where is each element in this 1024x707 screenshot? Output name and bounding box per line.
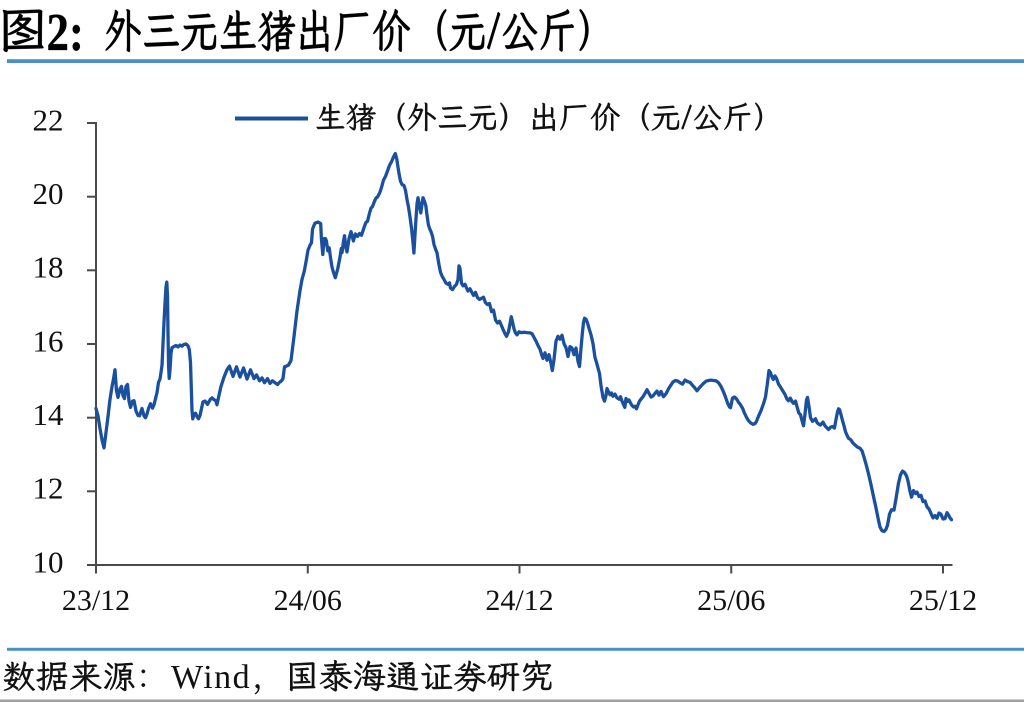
svg-text:18: 18 (33, 250, 64, 285)
svg-text:24/06: 24/06 (274, 584, 342, 617)
svg-text:10: 10 (33, 544, 64, 579)
svg-text:14: 14 (33, 397, 65, 432)
svg-text:12: 12 (33, 471, 64, 506)
svg-text:22: 22 (33, 102, 64, 137)
svg-text:25/06: 25/06 (697, 584, 765, 617)
svg-text:23/12: 23/12 (62, 584, 130, 617)
svg-text:16: 16 (33, 323, 64, 358)
svg-text:20: 20 (33, 176, 64, 211)
svg-text:25/12: 25/12 (909, 584, 977, 617)
svg-text:24/12: 24/12 (485, 584, 553, 617)
svg-text:Wind: Wind (171, 659, 251, 696)
